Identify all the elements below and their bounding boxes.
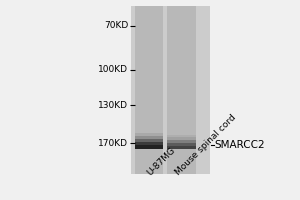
Text: 170KD: 170KD	[98, 138, 128, 148]
Bar	[130, 6, 210, 174]
Text: U-87MG: U-87MG	[145, 145, 177, 177]
Bar	[167, 135, 196, 137]
Bar	[135, 133, 163, 136]
Bar	[167, 6, 196, 174]
Bar	[167, 146, 196, 149]
Bar	[135, 145, 163, 149]
Text: SMARCC2: SMARCC2	[214, 140, 265, 150]
Bar	[135, 139, 163, 142]
Text: 100KD: 100KD	[98, 66, 128, 74]
Bar	[135, 136, 163, 139]
Text: 70KD: 70KD	[104, 21, 128, 30]
Bar	[167, 143, 196, 146]
Text: Mouse spinal cord: Mouse spinal cord	[174, 113, 238, 177]
Text: 130KD: 130KD	[98, 100, 128, 110]
Bar	[135, 6, 163, 174]
Bar	[167, 140, 196, 143]
Bar	[135, 142, 163, 145]
Bar	[167, 137, 196, 140]
